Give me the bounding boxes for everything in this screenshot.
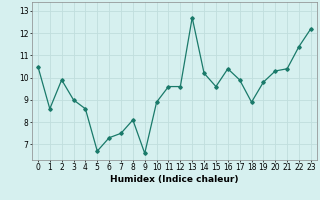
X-axis label: Humidex (Indice chaleur): Humidex (Indice chaleur) <box>110 175 239 184</box>
